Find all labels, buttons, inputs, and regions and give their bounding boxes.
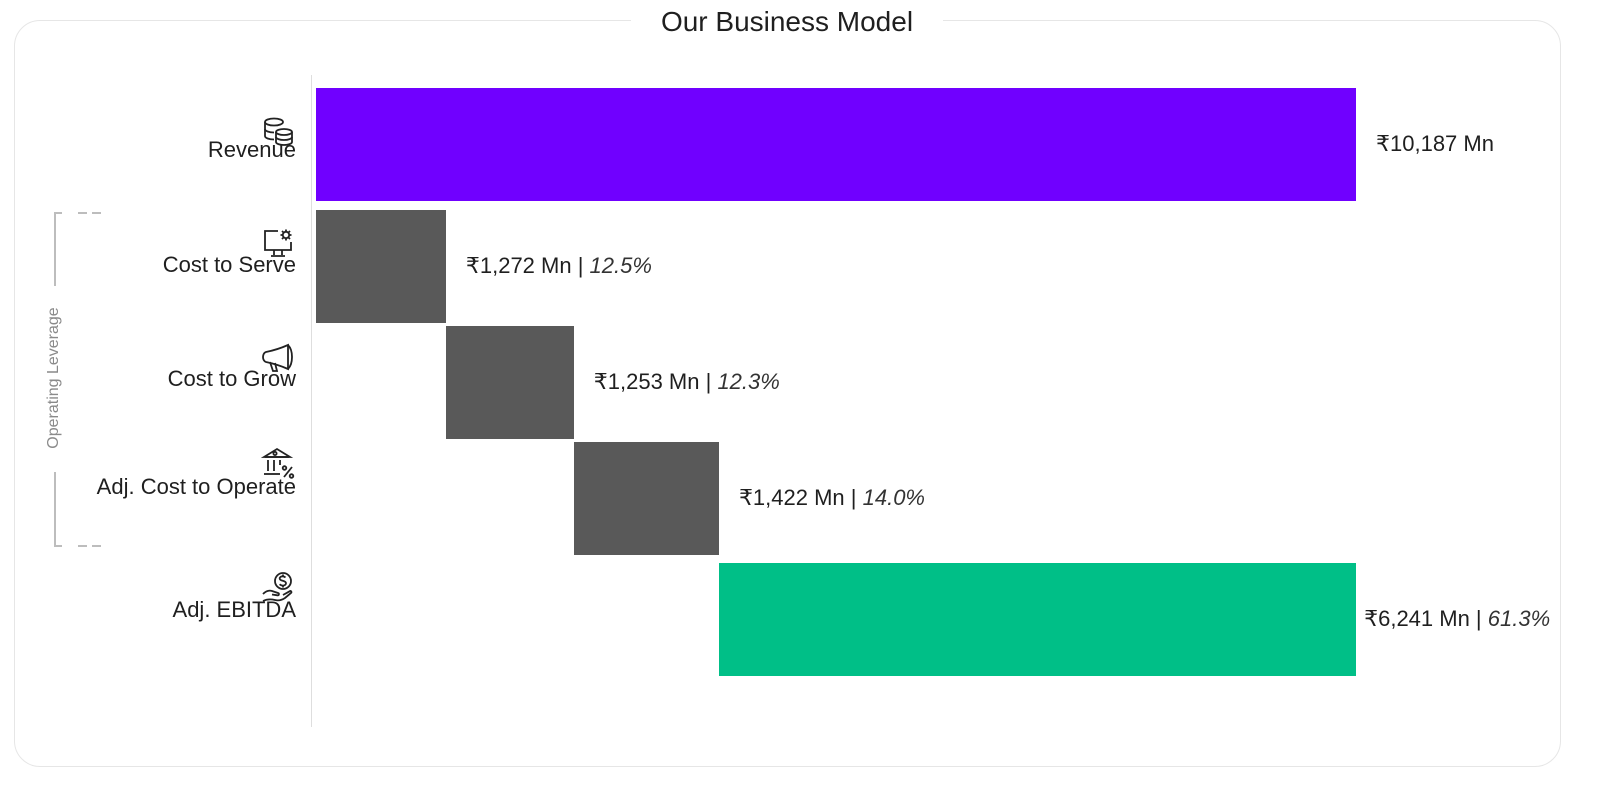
bank-percent-icon [260, 446, 295, 480]
data-label-percent: 14.0% [862, 484, 925, 510]
bracket-line-top [54, 212, 56, 286]
chart-title: Our Business Model [630, 0, 944, 44]
megaphone-icon [261, 341, 295, 375]
bar-revenue [316, 88, 1356, 201]
bracket-cap-bottom [54, 545, 62, 547]
data-label-percent: 12.5% [589, 252, 652, 278]
monitor-gear-icon [261, 227, 295, 261]
title-wrap: Our Business Model [0, 0, 1600, 44]
bracket-dash-top-2 [92, 212, 101, 214]
database-icon [261, 115, 295, 149]
data-label-percent: 61.3% [1487, 605, 1551, 631]
bracket-line-bottom [54, 472, 56, 547]
data-label: ₹10,187 Mn [1376, 131, 1494, 157]
data-label-value: ₹1,422 Mn | [738, 484, 863, 510]
data-label-value: ₹10,187 Mn [1376, 130, 1494, 156]
data-label: ₹1,272 Mn | 12.5% [466, 253, 652, 279]
category-label: Revenue [207, 137, 296, 162]
category-label: Adj. Cost to Operate [96, 474, 296, 499]
bracket-dash-bottom-2 [92, 545, 101, 547]
bracket-cap-top [54, 212, 62, 214]
data-label-value: ₹6,241 Mn | [1364, 605, 1488, 631]
category-label: Cost to Serve [162, 252, 296, 277]
y-axis-line [311, 75, 312, 727]
bracket-dash-bottom [78, 545, 87, 547]
bar-adj-ebitda [718, 563, 1357, 676]
category-label: Cost to Grow [167, 366, 296, 391]
data-label: ₹1,253 Mn | 12.3% [594, 369, 780, 395]
bar-adj-cost-to-operate [573, 442, 719, 555]
data-label-value: ₹1,272 Mn | [465, 252, 590, 278]
hand-dollar-icon [261, 570, 295, 604]
bracket-dash-top [78, 212, 87, 214]
category-label: Adj. EBITDA [172, 597, 296, 622]
bar-cost-to-serve [316, 210, 446, 323]
data-label: ₹1,422 Mn | 14.0% [739, 485, 925, 511]
data-label-percent: 12.3% [717, 368, 780, 394]
bar-cost-to-grow [445, 326, 574, 439]
data-label: ₹6,241 Mn | 61.3% [1364, 606, 1550, 632]
data-label-value: ₹1,253 Mn | [593, 368, 718, 394]
